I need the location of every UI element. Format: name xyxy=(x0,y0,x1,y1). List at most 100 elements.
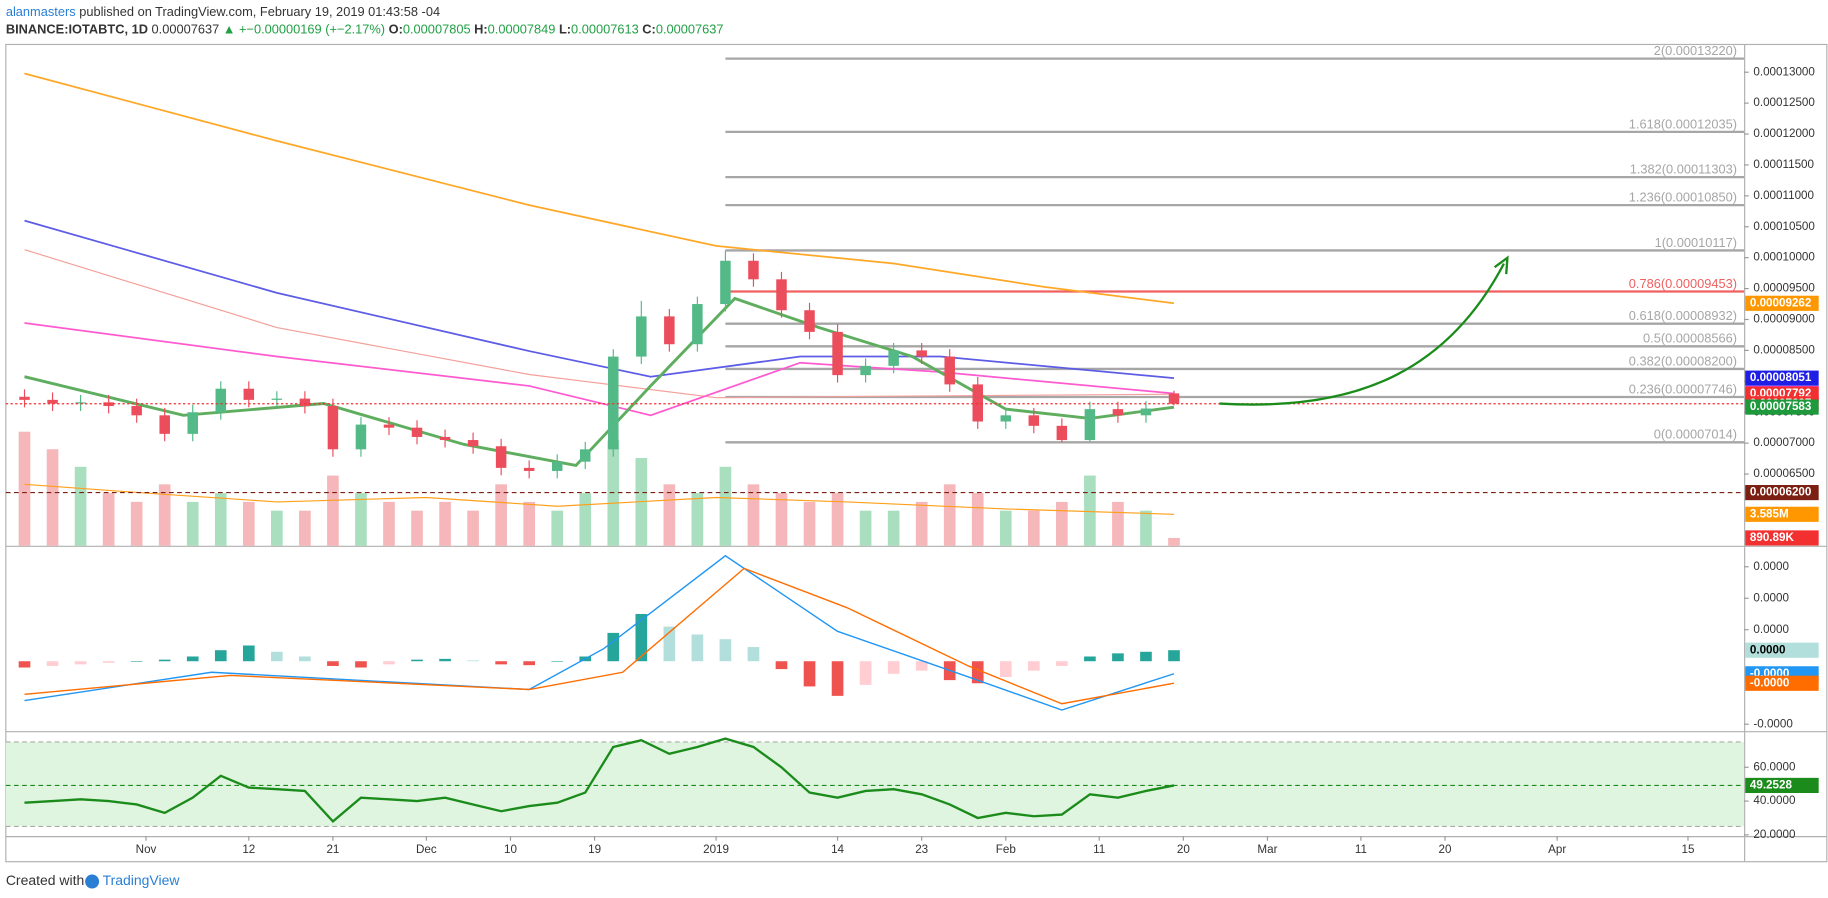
candle-body xyxy=(47,399,58,404)
candle-body xyxy=(636,316,647,357)
candle-body xyxy=(355,424,367,450)
candle-body xyxy=(1112,409,1124,416)
histogram-bar xyxy=(971,661,984,684)
histogram-bar xyxy=(999,661,1012,677)
header-line: alanmasters published on TradingView.com… xyxy=(6,4,440,19)
y-tick-label: 0.00012000 xyxy=(1753,127,1815,140)
histogram-bar xyxy=(775,661,788,670)
candle-body xyxy=(888,350,899,366)
y-tick-label: 0.0000 xyxy=(1753,591,1789,604)
histogram-bar xyxy=(439,658,451,662)
symbol: BINANCE:IOTABTC, 1D xyxy=(6,22,148,37)
volume-bar xyxy=(439,501,451,546)
candle-body xyxy=(215,388,227,413)
price-tag xyxy=(1745,370,1819,386)
price-tag-label: 0.00007583 xyxy=(1750,400,1812,413)
candle-body xyxy=(383,424,395,428)
y-tick-label: 60.0000 xyxy=(1753,760,1796,773)
candle-body xyxy=(776,279,787,311)
histogram-bar xyxy=(74,661,87,665)
change: ▲ +−0.00000169 (+−2.17%) xyxy=(223,22,385,37)
candle-body xyxy=(1056,425,1068,441)
candle-body xyxy=(467,440,479,447)
histogram-bar xyxy=(551,661,564,662)
histogram-bar xyxy=(859,661,872,685)
last: 0.00007637 xyxy=(152,22,220,37)
indicator-line xyxy=(24,219,1175,379)
price-tag-label: -0.0000 xyxy=(1750,676,1789,689)
y-tick-label: 0.00011000 xyxy=(1753,189,1814,202)
histogram-bar xyxy=(102,661,115,663)
volume-bar xyxy=(299,510,311,546)
fib-label: 0.382(0.00008200) xyxy=(1629,353,1737,368)
volume-bar xyxy=(214,493,227,546)
volume-bar xyxy=(915,501,928,546)
volume-bar xyxy=(467,510,479,546)
histogram-bar xyxy=(747,647,760,662)
symbol-line: BINANCE:IOTABTC, 1D 0.00007637 ▲ +−0.000… xyxy=(6,22,724,37)
candle-body xyxy=(243,388,255,400)
price-tag xyxy=(1745,777,1819,794)
histogram-bar xyxy=(46,661,59,666)
fib-label: 1.618(0.00012035) xyxy=(1629,116,1737,131)
footer-brand: TradingView xyxy=(103,872,181,888)
volume-bar xyxy=(186,501,199,546)
h-value: 0.00007849 xyxy=(488,22,556,37)
x-tick-label: Nov xyxy=(136,843,157,856)
price-tag-label: 0.0000 xyxy=(1750,643,1786,656)
price-tag-label: 890.89K xyxy=(1750,531,1795,544)
volume-bar xyxy=(1027,510,1040,546)
x-tick-label: 11 xyxy=(1355,843,1367,856)
histogram-bar xyxy=(383,661,395,665)
volume-bar xyxy=(271,510,283,546)
histogram-bar xyxy=(186,656,199,662)
x-tick-label: 19 xyxy=(588,843,601,856)
volume-bar xyxy=(102,493,115,546)
fib-label: 0.236(0.00007746) xyxy=(1629,381,1737,396)
x-tick-label: Mar xyxy=(1257,843,1277,856)
frame xyxy=(5,43,1828,863)
candle-body xyxy=(832,331,843,376)
candle-body xyxy=(299,398,311,407)
candle-body xyxy=(608,356,619,450)
x-tick-label: 21 xyxy=(326,843,339,856)
y-tick-label: 20.0000 xyxy=(1753,828,1796,841)
volume-bar xyxy=(383,501,395,546)
volume-bar xyxy=(327,475,339,546)
x-tick-label: 15 xyxy=(1682,843,1695,856)
y-tick-label: 0.00012500 xyxy=(1753,96,1815,109)
volume-bar xyxy=(1140,510,1152,546)
rsi-line xyxy=(24,737,1175,823)
volume-bar xyxy=(242,501,255,546)
volume-bar xyxy=(663,484,676,546)
histogram-bar xyxy=(355,661,367,668)
candle-body xyxy=(523,467,535,471)
volume-bar xyxy=(46,449,59,546)
candle-body xyxy=(439,436,451,441)
x-tick-label: 20 xyxy=(1177,843,1190,856)
indicator-line xyxy=(24,72,1175,305)
histogram-bar xyxy=(1056,661,1068,666)
x-tick-label: 11 xyxy=(1093,843,1105,856)
y-tick-label: 0.00009000 xyxy=(1753,313,1815,326)
y-tick-label: 40.0000 xyxy=(1753,794,1796,807)
y-tick-label: 0.00009500 xyxy=(1753,282,1815,295)
volume-bar xyxy=(719,466,732,546)
y-tick-label: 0.00006500 xyxy=(1753,467,1815,480)
histogram-bar xyxy=(467,660,479,662)
price-tag xyxy=(1745,399,1819,415)
indicator-line xyxy=(24,567,1175,705)
y-tick-label: 0.0000 xyxy=(1753,623,1789,636)
candle-body xyxy=(187,412,198,434)
histogram-bar xyxy=(18,661,31,668)
candle-body xyxy=(804,310,815,332)
volume-bar xyxy=(551,510,564,546)
indicator-line xyxy=(24,249,1174,399)
candle-body xyxy=(131,406,142,416)
fib-label: 2(0.00013220) xyxy=(1654,43,1737,58)
fib-label: 1(0.00010117) xyxy=(1655,235,1737,250)
volume-bar xyxy=(943,484,956,546)
histogram-bar xyxy=(158,659,171,662)
candle-body xyxy=(916,350,927,357)
